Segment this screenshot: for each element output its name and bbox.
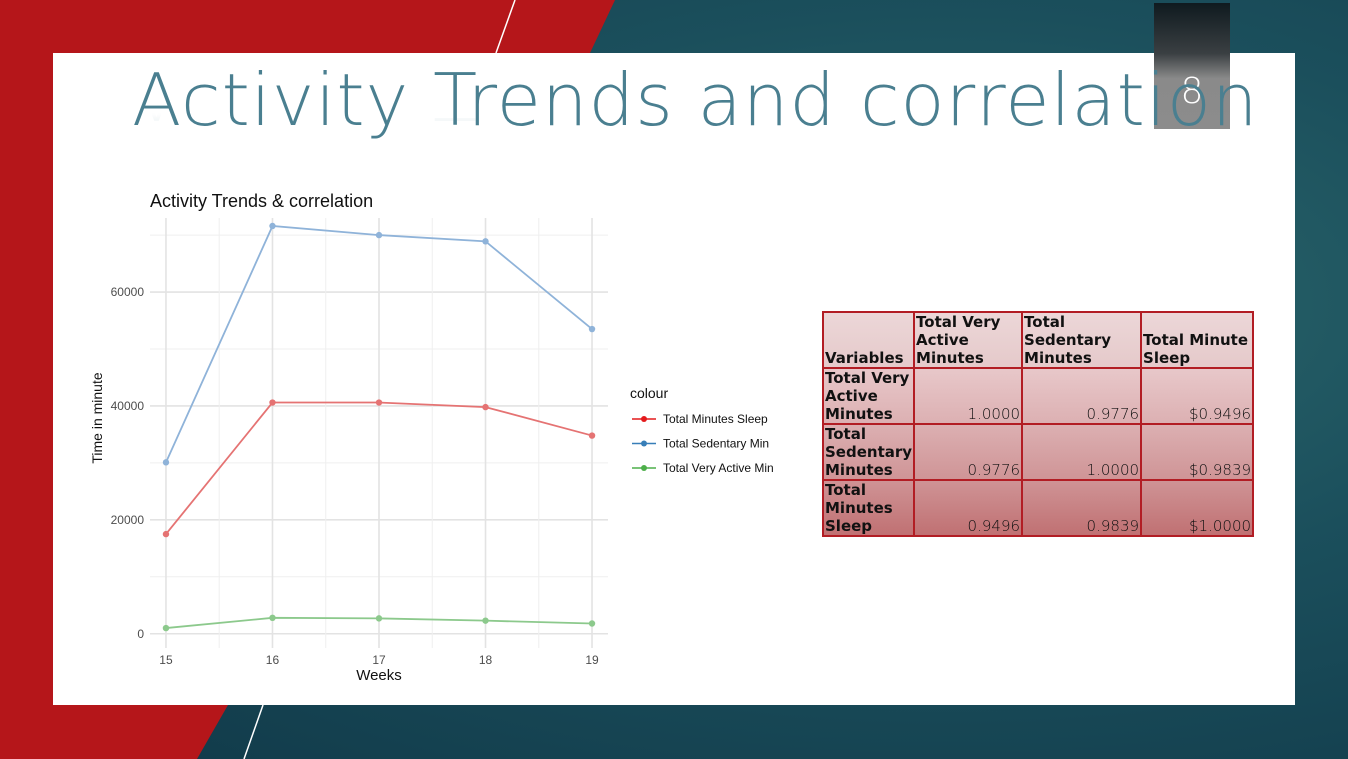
x-tick-label: 16 (266, 653, 280, 667)
table-row-label: Total Minutes Sleep (821, 479, 916, 537)
data-point (482, 617, 489, 624)
legend-label: Total Very Active Min (663, 461, 774, 475)
table-cell: 0.9496 (913, 479, 1024, 537)
chart-series (162, 222, 596, 632)
chart-title: Activity Trends & correlation (150, 191, 373, 211)
chart-legend: Total Minutes Sleep Total Sedentary Min To… (632, 412, 774, 475)
data-point (375, 231, 383, 239)
table-cell: 1.0000 (913, 367, 1024, 425)
table-row: Total Minutes Sleep 0.9496 0.9839 $1.000… (821, 479, 1255, 537)
table-row: Total Very Active Minutes 1.0000 0.9776 … (821, 367, 1255, 425)
table-cell: $0.9839 (1140, 423, 1255, 481)
slide-number: 8 (1180, 71, 1204, 112)
data-point (482, 403, 489, 411)
table-cell: $1.0000 (1140, 479, 1255, 537)
data-point (375, 615, 383, 622)
table-row: Total Sedentary Minutes 0.9776 1.0000 $0… (821, 423, 1255, 481)
slide-title: Activity Trends and correlation (132, 58, 1259, 142)
x-tick-label: 18 (479, 653, 493, 667)
table-header-cell: Total Very Active Minutes (913, 311, 1024, 369)
data-point (588, 325, 596, 333)
table-cell: $0.9496 (1140, 367, 1255, 425)
data-point (269, 399, 276, 406)
slide-title-reflection: Activity Trends and correlation (132, 95, 1142, 135)
table-header-cell: Variables (821, 311, 916, 369)
y-tick-label: 0 (137, 627, 144, 641)
correlation-table: Variables Total Very Active Minutes Tota… (821, 311, 1255, 537)
legend-dot (641, 416, 647, 422)
x-axis-label: Weeks (356, 667, 402, 684)
data-point (162, 530, 170, 538)
table-cell: 0.9776 (913, 423, 1024, 481)
data-point (375, 399, 383, 406)
legend-label: Total Sedentary Min (663, 437, 769, 451)
legend-title: colour (630, 385, 668, 401)
legend-dot (641, 465, 647, 471)
table-header-row: Variables Total Very Active Minutes Tota… (821, 311, 1255, 369)
y-tick-label: 20000 (111, 513, 145, 527)
table-header-cell: Total Sedentary Minutes (1021, 311, 1143, 369)
activity-trends-chart: Activity Trends & correlation 0 20000 4000… (89, 191, 774, 684)
table-row-label: Total Very Active Minutes (821, 367, 916, 425)
legend-label: Total Minutes Sleep (663, 412, 768, 426)
x-axis-ticks: 15 16 17 18 19 (159, 653, 599, 667)
slide-number-box (1154, 3, 1230, 129)
table-cell: 1.0000 (1021, 423, 1143, 481)
data-point (269, 614, 276, 622)
data-point (269, 222, 276, 230)
x-tick-label: 17 (372, 653, 386, 667)
data-point (482, 238, 489, 245)
table-row-label: Total Sedentary Minutes (821, 423, 916, 481)
table-header-cell: Total Minute Sleep (1140, 311, 1255, 369)
data-point (162, 459, 170, 466)
y-tick-label: 40000 (111, 399, 145, 413)
data-point (588, 432, 596, 439)
table-cell: 0.9776 (1021, 367, 1143, 425)
y-axis-ticks: 0 20000 40000 60000 (111, 285, 145, 641)
table-cell: 0.9839 (1021, 479, 1143, 537)
data-point (588, 620, 596, 627)
y-axis-label: Time in minute (89, 372, 105, 464)
chart-grid (150, 218, 608, 648)
legend-dot (641, 440, 647, 447)
x-tick-label: 19 (585, 653, 599, 667)
data-point (162, 624, 170, 632)
y-tick-label: 60000 (111, 285, 145, 299)
x-tick-label: 15 (159, 653, 173, 667)
